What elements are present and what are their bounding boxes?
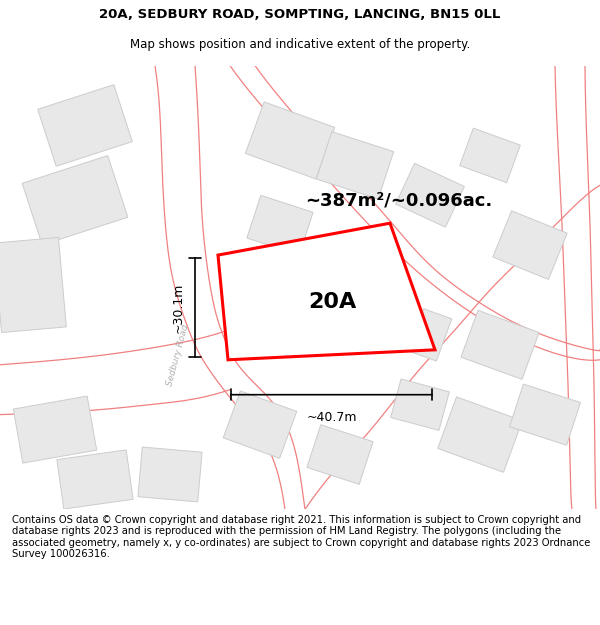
Polygon shape [460, 128, 520, 182]
Polygon shape [307, 425, 373, 484]
Polygon shape [493, 211, 567, 279]
Text: 20A, SEDBURY ROAD, SOMPTING, LANCING, BN15 0LL: 20A, SEDBURY ROAD, SOMPTING, LANCING, BN… [100, 8, 500, 21]
Polygon shape [509, 384, 580, 445]
Polygon shape [438, 397, 522, 472]
Polygon shape [218, 223, 435, 360]
Text: Contains OS data © Crown copyright and database right 2021. This information is : Contains OS data © Crown copyright and d… [12, 515, 590, 559]
Text: 20A: 20A [308, 292, 357, 312]
Polygon shape [22, 156, 128, 245]
Text: Sedbury Road: Sedbury Road [166, 323, 191, 387]
Polygon shape [138, 447, 202, 502]
Polygon shape [316, 132, 394, 199]
Polygon shape [38, 84, 133, 166]
Polygon shape [223, 391, 297, 458]
Polygon shape [408, 309, 452, 361]
Text: ~40.7m: ~40.7m [306, 411, 357, 424]
Text: ~30.1m: ~30.1m [172, 282, 185, 332]
Polygon shape [13, 396, 97, 463]
Polygon shape [0, 238, 66, 332]
Polygon shape [391, 379, 449, 431]
Text: ~387m²/~0.096ac.: ~387m²/~0.096ac. [305, 191, 492, 209]
Polygon shape [57, 450, 133, 509]
Polygon shape [245, 102, 335, 179]
Polygon shape [395, 163, 464, 227]
Polygon shape [461, 311, 539, 379]
Polygon shape [247, 196, 313, 255]
Text: Map shows position and indicative extent of the property.: Map shows position and indicative extent… [130, 38, 470, 51]
